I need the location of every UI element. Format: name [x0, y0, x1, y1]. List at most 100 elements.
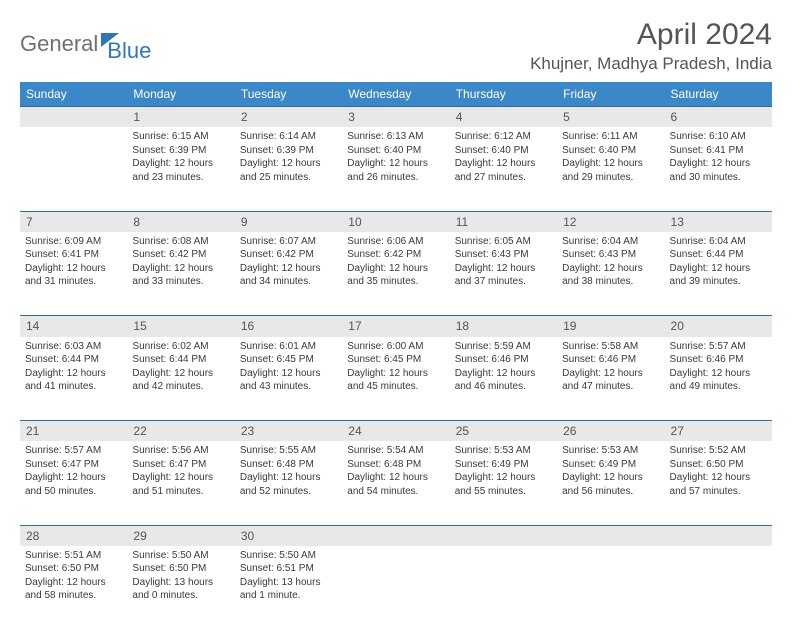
daylight-text: Daylight: 12 hours and 37 minutes.	[455, 262, 552, 289]
daylight-text: Daylight: 12 hours and 29 minutes.	[562, 157, 659, 184]
sunset-text: Sunset: 6:42 PM	[240, 248, 337, 262]
day-cell: Sunrise: 5:57 AMSunset: 6:46 PMDaylight:…	[665, 337, 772, 421]
week-row: Sunrise: 5:57 AMSunset: 6:47 PMDaylight:…	[20, 441, 772, 525]
day-cell	[557, 546, 664, 630]
sunset-text: Sunset: 6:44 PM	[25, 353, 122, 367]
logo-word1: General	[20, 31, 98, 57]
sunrise-text: Sunrise: 5:53 AM	[562, 444, 659, 458]
day-number-cell: 17	[342, 316, 449, 337]
day-number-cell: 6	[665, 107, 772, 128]
sunrise-text: Sunrise: 6:01 AM	[240, 340, 337, 354]
daylight-text: Daylight: 12 hours and 54 minutes.	[347, 471, 444, 498]
sunset-text: Sunset: 6:45 PM	[347, 353, 444, 367]
day-cell: Sunrise: 6:03 AMSunset: 6:44 PMDaylight:…	[20, 337, 127, 421]
weekday-header: Sunday	[20, 82, 127, 107]
day-number-cell: 27	[665, 421, 772, 442]
day-number-cell: 12	[557, 211, 664, 232]
day-number-cell: 28	[20, 525, 127, 546]
day-cell: Sunrise: 6:12 AMSunset: 6:40 PMDaylight:…	[450, 127, 557, 211]
day-number-cell: 2	[235, 107, 342, 128]
day-cell: Sunrise: 6:15 AMSunset: 6:39 PMDaylight:…	[127, 127, 234, 211]
sunset-text: Sunset: 6:41 PM	[25, 248, 122, 262]
daynum-row: 282930	[20, 525, 772, 546]
day-cell: Sunrise: 6:05 AMSunset: 6:43 PMDaylight:…	[450, 232, 557, 316]
day-number-cell: 25	[450, 421, 557, 442]
sunset-text: Sunset: 6:48 PM	[347, 458, 444, 472]
sunrise-text: Sunrise: 6:11 AM	[562, 130, 659, 144]
daynum-row: 78910111213	[20, 211, 772, 232]
day-number-cell: 5	[557, 107, 664, 128]
sunrise-text: Sunrise: 5:58 AM	[562, 340, 659, 354]
day-number-cell: 26	[557, 421, 664, 442]
daylight-text: Daylight: 12 hours and 25 minutes.	[240, 157, 337, 184]
day-cell: Sunrise: 6:09 AMSunset: 6:41 PMDaylight:…	[20, 232, 127, 316]
day-cell: Sunrise: 6:06 AMSunset: 6:42 PMDaylight:…	[342, 232, 449, 316]
week-row: Sunrise: 6:09 AMSunset: 6:41 PM Daylight:…	[20, 232, 772, 316]
sunrise-text: Sunrise: 5:52 AM	[670, 444, 767, 458]
sunrise-text: Sunrise: 6:07 AM	[240, 235, 337, 249]
day-number-cell	[20, 107, 127, 128]
sunset-text: Sunset: 6:46 PM	[562, 353, 659, 367]
day-number-cell	[665, 525, 772, 546]
week-row: Sunrise: 6:15 AMSunset: 6:39 PM Daylight:…	[20, 127, 772, 211]
sunrise-text: Sunrise: 5:54 AM	[347, 444, 444, 458]
daylight-text: Daylight: 12 hours and 43 minutes.	[240, 367, 337, 394]
daylight-text: Daylight: 12 hours and 38 minutes.	[562, 262, 659, 289]
day-cell: Sunrise: 5:53 AMSunset: 6:49 PMDaylight:…	[557, 441, 664, 525]
logo: General Blue	[20, 24, 151, 64]
sunrise-text: Sunrise: 6:14 AM	[240, 130, 337, 144]
sunset-text: Sunset: 6:50 PM	[670, 458, 767, 472]
day-cell: Sunrise: 6:08 AMSunset: 6:42 PMDaylight:…	[127, 232, 234, 316]
sunrise-text: Sunrise: 6:09 AM	[25, 235, 122, 249]
sunrise-text: Sunrise: 5:50 AM	[132, 549, 229, 563]
logo-word2: Blue	[107, 38, 151, 64]
sunrise-text: Sunrise: 5:57 AM	[670, 340, 767, 354]
header-row: General Blue April 2024 Khujner, Madhya …	[20, 18, 772, 74]
day-number-cell: 9	[235, 211, 342, 232]
sunset-text: Sunset: 6:41 PM	[670, 144, 767, 158]
daylight-text: Daylight: 12 hours and 33 minutes.	[132, 262, 229, 289]
sunrise-text: Sunrise: 5:51 AM	[25, 549, 122, 563]
sunset-text: Sunset: 6:44 PM	[132, 353, 229, 367]
sunrise-text: Sunrise: 5:59 AM	[455, 340, 552, 354]
day-cell: Sunrise: 6:13 AMSunset: 6:40 PMDaylight:…	[342, 127, 449, 211]
sunset-text: Sunset: 6:49 PM	[562, 458, 659, 472]
day-number-cell: 11	[450, 211, 557, 232]
day-cell: Sunrise: 5:53 AMSunset: 6:49 PMDaylight:…	[450, 441, 557, 525]
day-number-cell: 21	[20, 421, 127, 442]
daylight-text: Daylight: 12 hours and 49 minutes.	[670, 367, 767, 394]
sunrise-text: Sunrise: 6:04 AM	[562, 235, 659, 249]
sunset-text: Sunset: 6:39 PM	[132, 144, 229, 158]
day-cell	[450, 546, 557, 630]
day-number-cell: 4	[450, 107, 557, 128]
sunrise-text: Sunrise: 6:15 AM	[132, 130, 229, 144]
day-cell: Sunrise: 6:11 AMSunset: 6:40 PMDaylight:…	[557, 127, 664, 211]
day-cell: Sunrise: 5:56 AMSunset: 6:47 PMDaylight:…	[127, 441, 234, 525]
daynum-row: 14151617181920	[20, 316, 772, 337]
sunset-text: Sunset: 6:46 PM	[455, 353, 552, 367]
sunrise-text: Sunrise: 6:00 AM	[347, 340, 444, 354]
sunset-text: Sunset: 6:43 PM	[455, 248, 552, 262]
sunset-text: Sunset: 6:44 PM	[670, 248, 767, 262]
day-cell: Sunrise: 6:04 AMSunset: 6:43 PMDaylight:…	[557, 232, 664, 316]
sunset-text: Sunset: 6:51 PM	[240, 562, 337, 576]
day-number-cell	[342, 525, 449, 546]
day-cell: Sunrise: 6:10 AMSunset: 6:41 PMDaylight:…	[665, 127, 772, 211]
day-cell: Sunrise: 5:59 AMSunset: 6:46 PMDaylight:…	[450, 337, 557, 421]
weekday-header: Wednesday	[342, 82, 449, 107]
daylight-text: Daylight: 12 hours and 45 minutes.	[347, 367, 444, 394]
daylight-text: Daylight: 12 hours and 57 minutes.	[670, 471, 767, 498]
sunrise-text: Sunrise: 6:04 AM	[670, 235, 767, 249]
day-number-cell: 10	[342, 211, 449, 232]
sunset-text: Sunset: 6:49 PM	[455, 458, 552, 472]
sunset-text: Sunset: 6:40 PM	[455, 144, 552, 158]
location-label: Khujner, Madhya Pradesh, India	[530, 54, 772, 74]
daylight-text: Daylight: 12 hours and 42 minutes.	[132, 367, 229, 394]
sunset-text: Sunset: 6:46 PM	[670, 353, 767, 367]
daynum-row: 21222324252627	[20, 421, 772, 442]
sunset-text: Sunset: 6:40 PM	[562, 144, 659, 158]
daylight-text: Daylight: 12 hours and 46 minutes.	[455, 367, 552, 394]
day-number-cell: 1	[127, 107, 234, 128]
daylight-text: Daylight: 12 hours and 34 minutes.	[240, 262, 337, 289]
sunrise-text: Sunrise: 6:13 AM	[347, 130, 444, 144]
